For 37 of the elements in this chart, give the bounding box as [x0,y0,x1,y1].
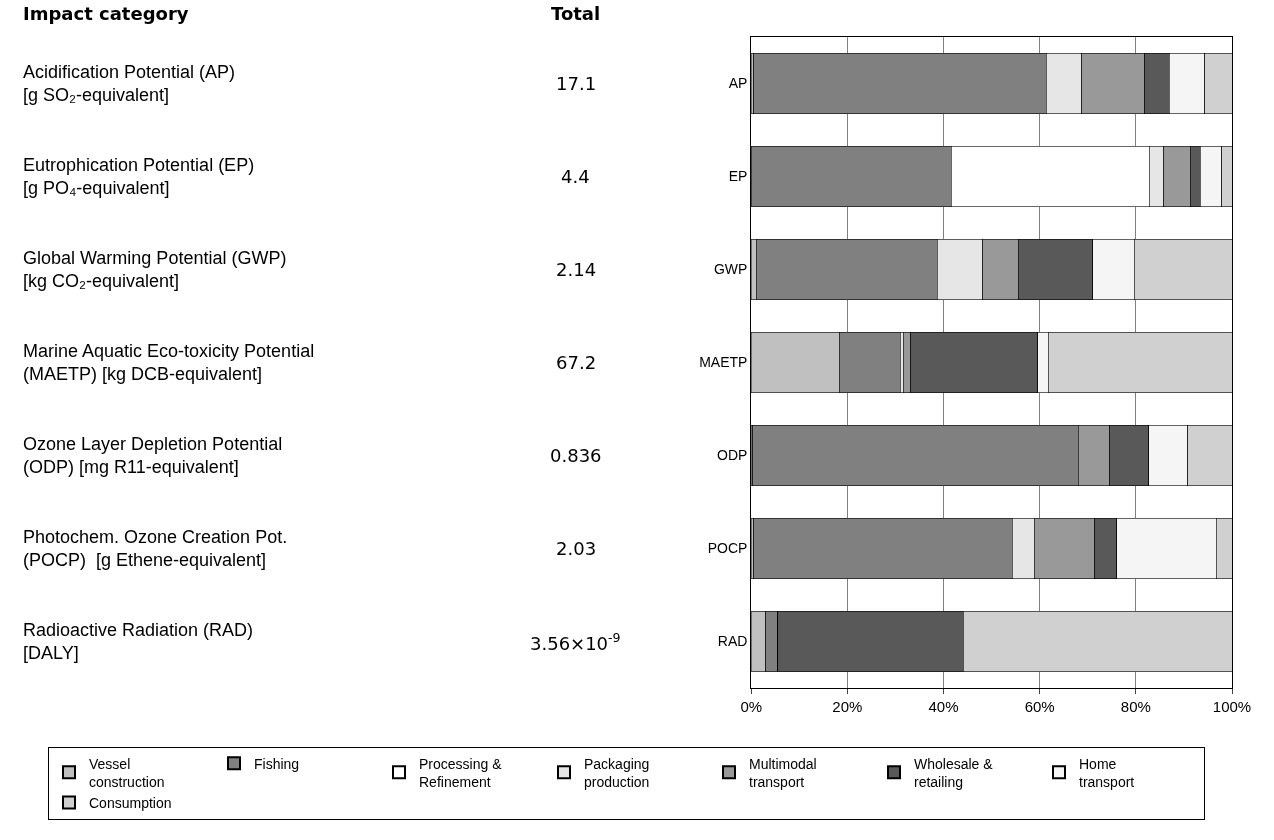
text: Ozone Layer Depletion Potential (ODP) [mg R11-equivalent] [23,434,283,478]
text: 2.03 [556,538,597,559]
text: Radioactive Radiation (RAD) [DALY] [23,620,254,664]
text: Total [551,3,601,24]
text: Acidification Potential (AP) [g SO₂-equivalent] [23,62,236,106]
text: Global Warming Potential (GWP) [kg CO₂-equivalent] [23,248,287,292]
legend-label: Consumption [89,795,172,812]
y-tick-label: MAETP [699,354,748,371]
x-tick-label: 0% [740,698,763,715]
legend-label: Multimodal transport [749,755,817,790]
legend-label: Packaging production [584,755,650,790]
y-tick-label: EP [728,168,748,185]
text: 17.1 [556,73,597,94]
x-tick-label: 80% [1120,698,1151,715]
y-tick-label: POCP [707,540,748,557]
text: Marine Aquatic Eco-toxicity Potential (MAETP) [kg DCB-equivalent] [23,341,315,385]
legend-label: Home transport [1079,755,1135,790]
text: 4.4 [561,166,590,187]
y-tick-label: AP [728,75,748,92]
text: Photochem. Ozone Creation Pot. (POCP) [g Ethene-equivalent] [23,527,288,571]
text: Impact category [23,3,189,24]
legend-label: Fishing [254,755,300,772]
x-tick-label: 60% [1024,698,1055,715]
text: Eutrophication Potential (EP) [g PO₄-equivalent] [23,155,255,199]
y-tick-label: GWP [713,261,748,278]
text: 67.2 [556,352,597,373]
legend-label: Processing & Refinement [419,755,503,790]
x-tick-label: 40% [928,698,959,715]
y-tick-label: RAD [717,633,748,650]
legend-label: Wholesale & retailing [914,755,994,790]
x-tick-label: 100% [1212,698,1252,715]
y-tick-label: ODP [717,447,748,464]
text: 0.836 [550,445,602,466]
text: 2.14 [556,259,597,280]
text: 3.56×10$^{-9}$ [530,630,621,654]
x-tick-label: 20% [832,698,863,715]
legend-label: Vessel construction [89,755,165,790]
